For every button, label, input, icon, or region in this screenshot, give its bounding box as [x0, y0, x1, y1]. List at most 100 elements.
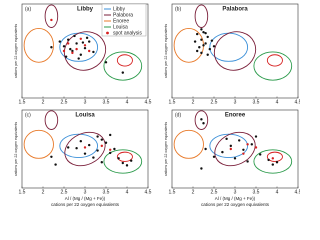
field-ellipse	[266, 151, 283, 162]
data-point	[67, 42, 70, 45]
x-tick-label: 1.5	[169, 99, 176, 105]
data-point	[130, 159, 133, 162]
x-tick-label: 3	[234, 189, 237, 195]
y-axis-label: cations per 22 oxygen equivalents	[14, 24, 18, 79]
data-point	[75, 47, 78, 51]
data-point	[104, 61, 108, 64]
data-point	[200, 28, 203, 31]
y-axis-label: cations per 22 oxygen equivalents	[164, 122, 168, 177]
data-point	[125, 164, 129, 167]
data-point	[69, 47, 72, 51]
field-ellipse	[116, 151, 133, 162]
data-point	[204, 147, 207, 151]
data-point	[246, 160, 249, 163]
data-point	[202, 31, 205, 34]
data-point	[54, 163, 57, 166]
data-point	[88, 40, 91, 43]
data-point	[71, 49, 74, 53]
data-point	[206, 53, 209, 56]
data-point	[208, 47, 211, 51]
field-ellipse	[173, 129, 204, 159]
y-axis-label: cations per 22 oxygen equivalents	[14, 122, 18, 177]
data-point	[109, 151, 112, 155]
panel-title: Louisa	[75, 113, 95, 119]
x-tick-label: 2.5	[61, 189, 68, 195]
data-point	[92, 156, 95, 159]
data-point	[212, 45, 216, 48]
data-point	[77, 57, 80, 60]
legend-label: Louisa	[113, 24, 128, 30]
x-tick-label: 2	[42, 99, 45, 105]
x-axis-label-2: cations per 22 oxygen equivalents	[51, 202, 120, 207]
data-point	[50, 46, 53, 49]
x-tick-label: 4	[276, 99, 279, 105]
field-ellipse	[23, 27, 54, 63]
data-point	[200, 51, 203, 55]
data-point	[100, 144, 104, 148]
data-point	[221, 150, 224, 154]
data-point	[73, 34, 76, 38]
plot-frame	[171, 3, 299, 99]
x-tick-label: 3.5	[253, 189, 260, 195]
data-point	[113, 147, 116, 151]
data-point	[242, 152, 245, 155]
data-point	[238, 139, 241, 142]
x-tick-label: 3.5	[103, 99, 110, 105]
data-point	[196, 32, 199, 36]
x-tick-label: 3	[84, 189, 87, 195]
field-ellipse	[253, 51, 293, 81]
field-ellipse	[23, 129, 54, 159]
x-tick-label: 1.5	[169, 189, 176, 195]
data-point	[200, 118, 203, 121]
legend-swatch	[106, 31, 109, 35]
data-point	[79, 37, 83, 40]
panel-title: Enoree	[225, 113, 246, 119]
field-ellipse	[214, 131, 256, 167]
data-point	[204, 31, 207, 35]
x-tick-label: 2.5	[211, 189, 218, 195]
field-ellipse	[59, 133, 99, 159]
field-ellipse	[44, 110, 59, 130]
data-point	[71, 51, 74, 55]
data-point	[75, 147, 78, 150]
data-point	[67, 146, 70, 149]
legend-label: Enoree	[113, 18, 129, 24]
data-point	[85, 36, 89, 40]
field-ellipse	[63, 31, 107, 71]
data-point	[200, 38, 203, 41]
x-axis-label: Al / (Mg / (Mg + Fe))	[65, 196, 106, 201]
data-point	[121, 71, 125, 74]
panel-title: Palabora	[222, 7, 248, 13]
data-point	[104, 141, 108, 144]
x-tick-label: 3	[234, 99, 237, 105]
data-point	[50, 18, 53, 22]
data-point	[267, 158, 270, 162]
data-point	[100, 161, 104, 164]
data-point	[200, 167, 203, 170]
data-point	[79, 53, 83, 56]
data-point	[96, 135, 99, 138]
data-point	[254, 146, 258, 149]
data-point	[83, 152, 87, 155]
data-point	[117, 157, 120, 160]
data-point	[92, 50, 95, 54]
x-tick-label: 2	[192, 99, 195, 105]
data-point	[88, 49, 91, 53]
x-tick-label: 4.5	[145, 189, 152, 195]
x-tick-label: 2.5	[61, 99, 68, 105]
panel-label: (b)	[175, 6, 181, 12]
x-tick-label: 2	[42, 189, 45, 195]
legend-label: spot analysis	[113, 30, 142, 36]
field-ellipse	[64, 131, 106, 167]
y-axis-label: cations per 22 oxygen equivalents	[164, 24, 168, 79]
field-ellipse	[209, 133, 249, 159]
data-point	[204, 42, 207, 45]
data-point	[83, 46, 87, 50]
field-ellipse	[266, 54, 283, 67]
x-tick-label: 3.5	[103, 189, 110, 195]
data-point	[254, 135, 258, 138]
data-point	[196, 49, 199, 53]
data-point	[233, 157, 237, 160]
data-point	[81, 41, 85, 44]
